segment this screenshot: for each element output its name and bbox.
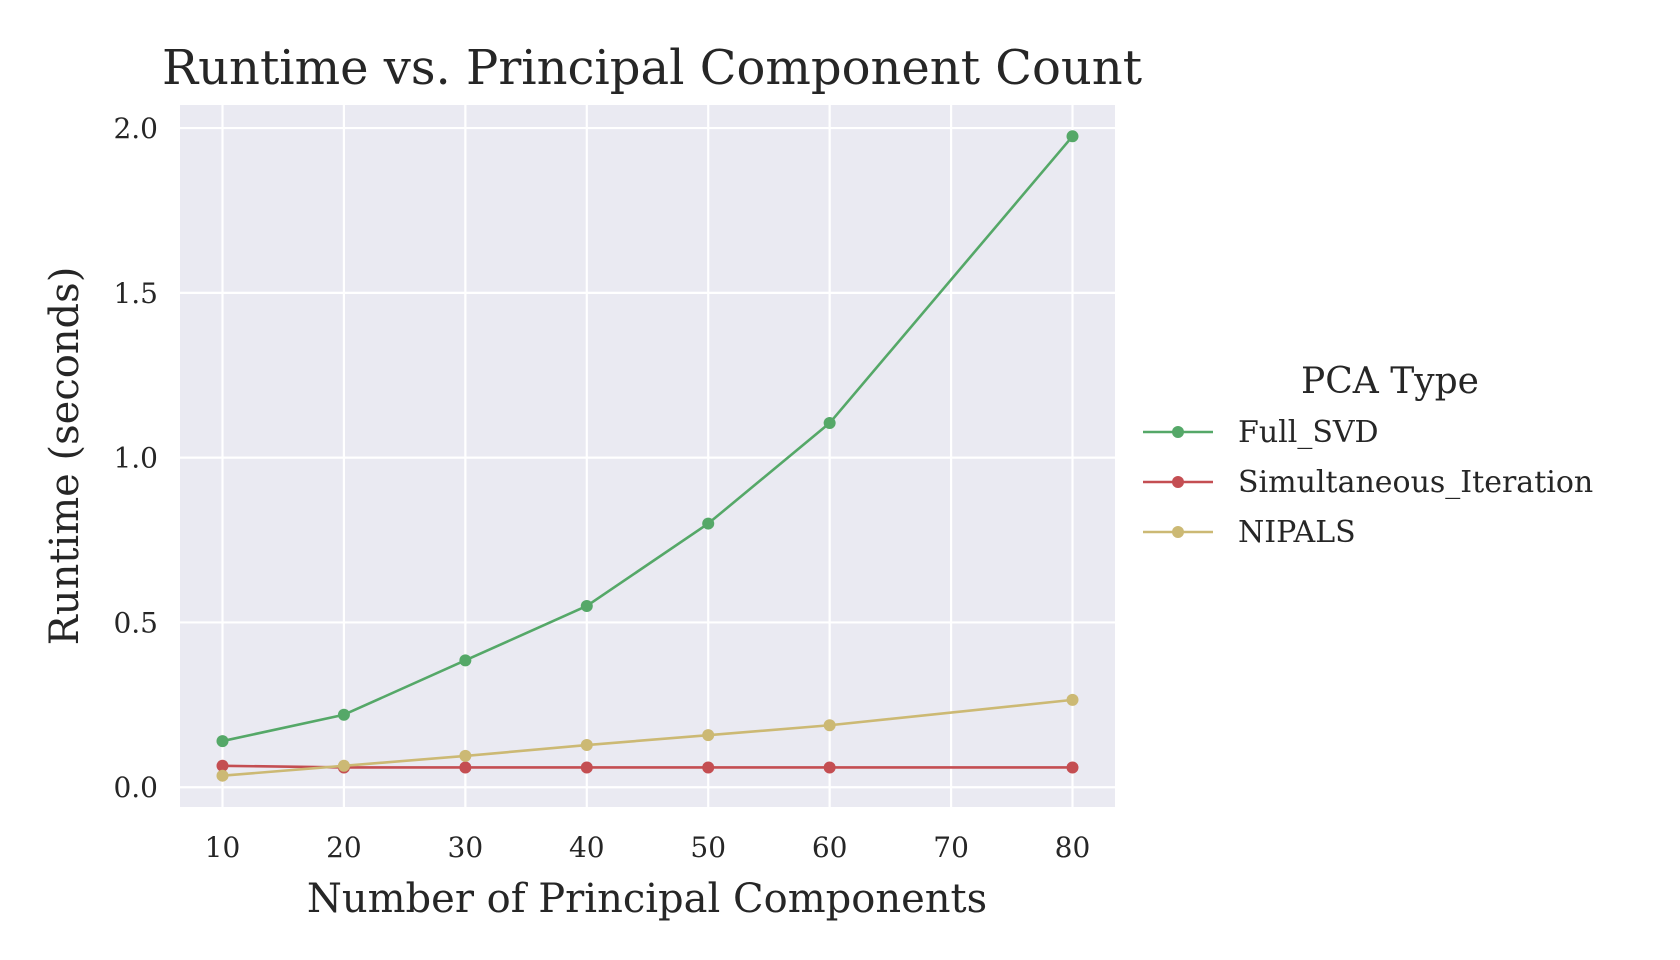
legend-swatch-marker [1172, 526, 1184, 538]
data-point-Full_SVD [702, 517, 715, 530]
data-point-NIPALS [459, 749, 472, 762]
data-point-NIPALS [823, 719, 836, 732]
x-axis-ticks: 10 20 30 40 50 60 70 80 [205, 831, 1091, 864]
legend-label: NIPALS [1238, 515, 1356, 550]
y-tick-label: 2.0 [113, 112, 158, 145]
data-point-Simultaneous_Iteration [459, 761, 472, 774]
data-point-Full_SVD [1066, 130, 1079, 143]
x-tick-label: 30 [448, 831, 484, 864]
x-tick-label: 70 [933, 831, 969, 864]
data-point-NIPALS [580, 739, 593, 752]
y-tick-label: 1.5 [113, 277, 158, 310]
data-point-Simultaneous_Iteration [216, 759, 229, 772]
legend-swatch-marker [1172, 476, 1184, 488]
x-tick-label: 60 [812, 831, 848, 864]
data-point-NIPALS [337, 759, 350, 772]
y-axis-ticks: 0.0 0.5 1.0 1.5 2.0 [113, 112, 158, 804]
legend-swatch-marker [1172, 426, 1184, 438]
legend-title: PCA Type [1301, 361, 1479, 402]
x-tick-label: 50 [690, 831, 726, 864]
data-point-Full_SVD [823, 417, 836, 430]
x-tick-label: 20 [326, 831, 362, 864]
y-tick-label: 1.0 [113, 442, 158, 475]
data-point-NIPALS [702, 729, 715, 742]
data-point-Simultaneous_Iteration [702, 761, 715, 774]
y-axis-label: Runtime (seconds) [42, 267, 88, 646]
chart-title: Runtime vs. Principal Component Count [162, 40, 1142, 96]
data-point-NIPALS [216, 769, 229, 782]
data-point-Simultaneous_Iteration [580, 761, 593, 774]
x-axis-label: Number of Principal Components [307, 876, 987, 922]
plot-area [180, 105, 1115, 807]
y-tick-label: 0.5 [113, 606, 158, 639]
data-point-NIPALS [1066, 693, 1079, 706]
data-point-Full_SVD [337, 708, 350, 721]
data-point-Full_SVD [580, 599, 593, 612]
legend-label: Simultaneous_Iteration [1238, 465, 1593, 500]
data-point-Simultaneous_Iteration [823, 761, 836, 774]
x-tick-label: 40 [569, 831, 605, 864]
data-point-Simultaneous_Iteration [1066, 761, 1079, 774]
grid-lines [180, 105, 1115, 807]
legend: PCA Type Full_SVD Simultaneous_Iteration N… [1143, 361, 1593, 550]
series-layer [216, 130, 1079, 782]
data-point-Full_SVD [459, 654, 472, 667]
y-tick-label: 0.0 [113, 771, 158, 804]
data-point-Full_SVD [216, 735, 229, 748]
x-tick-label: 80 [1055, 831, 1091, 864]
x-tick-label: 10 [205, 831, 241, 864]
legend-label: Full_SVD [1238, 415, 1379, 450]
